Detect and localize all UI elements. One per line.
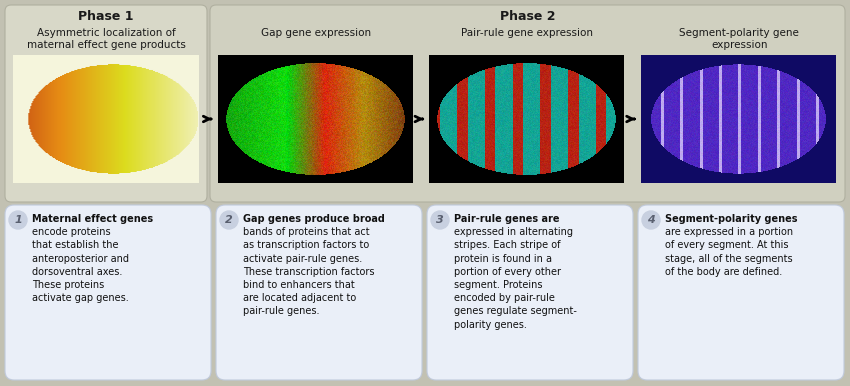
Circle shape [642, 211, 660, 229]
FancyBboxPatch shape [210, 5, 845, 202]
Text: protein is found in a: protein is found in a [454, 254, 552, 264]
FancyBboxPatch shape [638, 205, 844, 380]
Text: Phase 1: Phase 1 [78, 10, 133, 22]
Text: encoded by pair-rule: encoded by pair-rule [454, 293, 555, 303]
Text: activate pair-rule genes.: activate pair-rule genes. [243, 254, 362, 264]
Text: These proteins: These proteins [32, 280, 105, 290]
Text: expressed in alternating: expressed in alternating [454, 227, 573, 237]
FancyBboxPatch shape [5, 205, 211, 380]
Text: stripes. Each stripe of: stripes. Each stripe of [454, 240, 560, 251]
Text: 2: 2 [225, 215, 233, 225]
Text: anteroposterior and: anteroposterior and [32, 254, 129, 264]
Text: Asymmetric localization of
maternal effect gene products: Asymmetric localization of maternal effe… [26, 28, 185, 49]
Text: Maternal effect genes: Maternal effect genes [32, 214, 153, 224]
Text: as transcription factors to: as transcription factors to [243, 240, 369, 251]
Text: bind to enhancers that: bind to enhancers that [243, 280, 354, 290]
FancyBboxPatch shape [427, 205, 633, 380]
Text: are located adjacent to: are located adjacent to [243, 293, 356, 303]
Text: genes regulate segment-: genes regulate segment- [454, 306, 577, 317]
Text: dorsoventral axes.: dorsoventral axes. [32, 267, 122, 277]
Circle shape [220, 211, 238, 229]
Text: segment. Proteins: segment. Proteins [454, 280, 542, 290]
Text: pair-rule genes.: pair-rule genes. [243, 306, 320, 317]
Text: of every segment. At this: of every segment. At this [665, 240, 789, 251]
Text: Gap gene expression: Gap gene expression [261, 28, 371, 38]
Text: stage, all of the segments: stage, all of the segments [665, 254, 792, 264]
FancyBboxPatch shape [5, 5, 207, 202]
Text: encode proteins: encode proteins [32, 227, 110, 237]
Text: 4: 4 [647, 215, 654, 225]
Text: that establish the: that establish the [32, 240, 118, 251]
Text: activate gap genes.: activate gap genes. [32, 293, 128, 303]
Text: Segment-polarity gene
expression: Segment-polarity gene expression [679, 28, 799, 49]
FancyBboxPatch shape [216, 205, 422, 380]
Text: of the body are defined.: of the body are defined. [665, 267, 782, 277]
Text: Segment-polarity genes: Segment-polarity genes [665, 214, 797, 224]
Text: Pair-rule gene expression: Pair-rule gene expression [462, 28, 593, 38]
Text: 3: 3 [436, 215, 444, 225]
Text: polarity genes.: polarity genes. [454, 320, 527, 330]
Text: These transcription factors: These transcription factors [243, 267, 375, 277]
Text: 1: 1 [14, 215, 22, 225]
Text: portion of every other: portion of every other [454, 267, 561, 277]
Text: Phase 2: Phase 2 [500, 10, 555, 22]
Circle shape [9, 211, 27, 229]
Text: Gap genes produce broad: Gap genes produce broad [243, 214, 385, 224]
Circle shape [431, 211, 449, 229]
Text: bands of proteins that act: bands of proteins that act [243, 227, 370, 237]
Text: Pair-rule genes are: Pair-rule genes are [454, 214, 559, 224]
Text: are expressed in a portion: are expressed in a portion [665, 227, 793, 237]
